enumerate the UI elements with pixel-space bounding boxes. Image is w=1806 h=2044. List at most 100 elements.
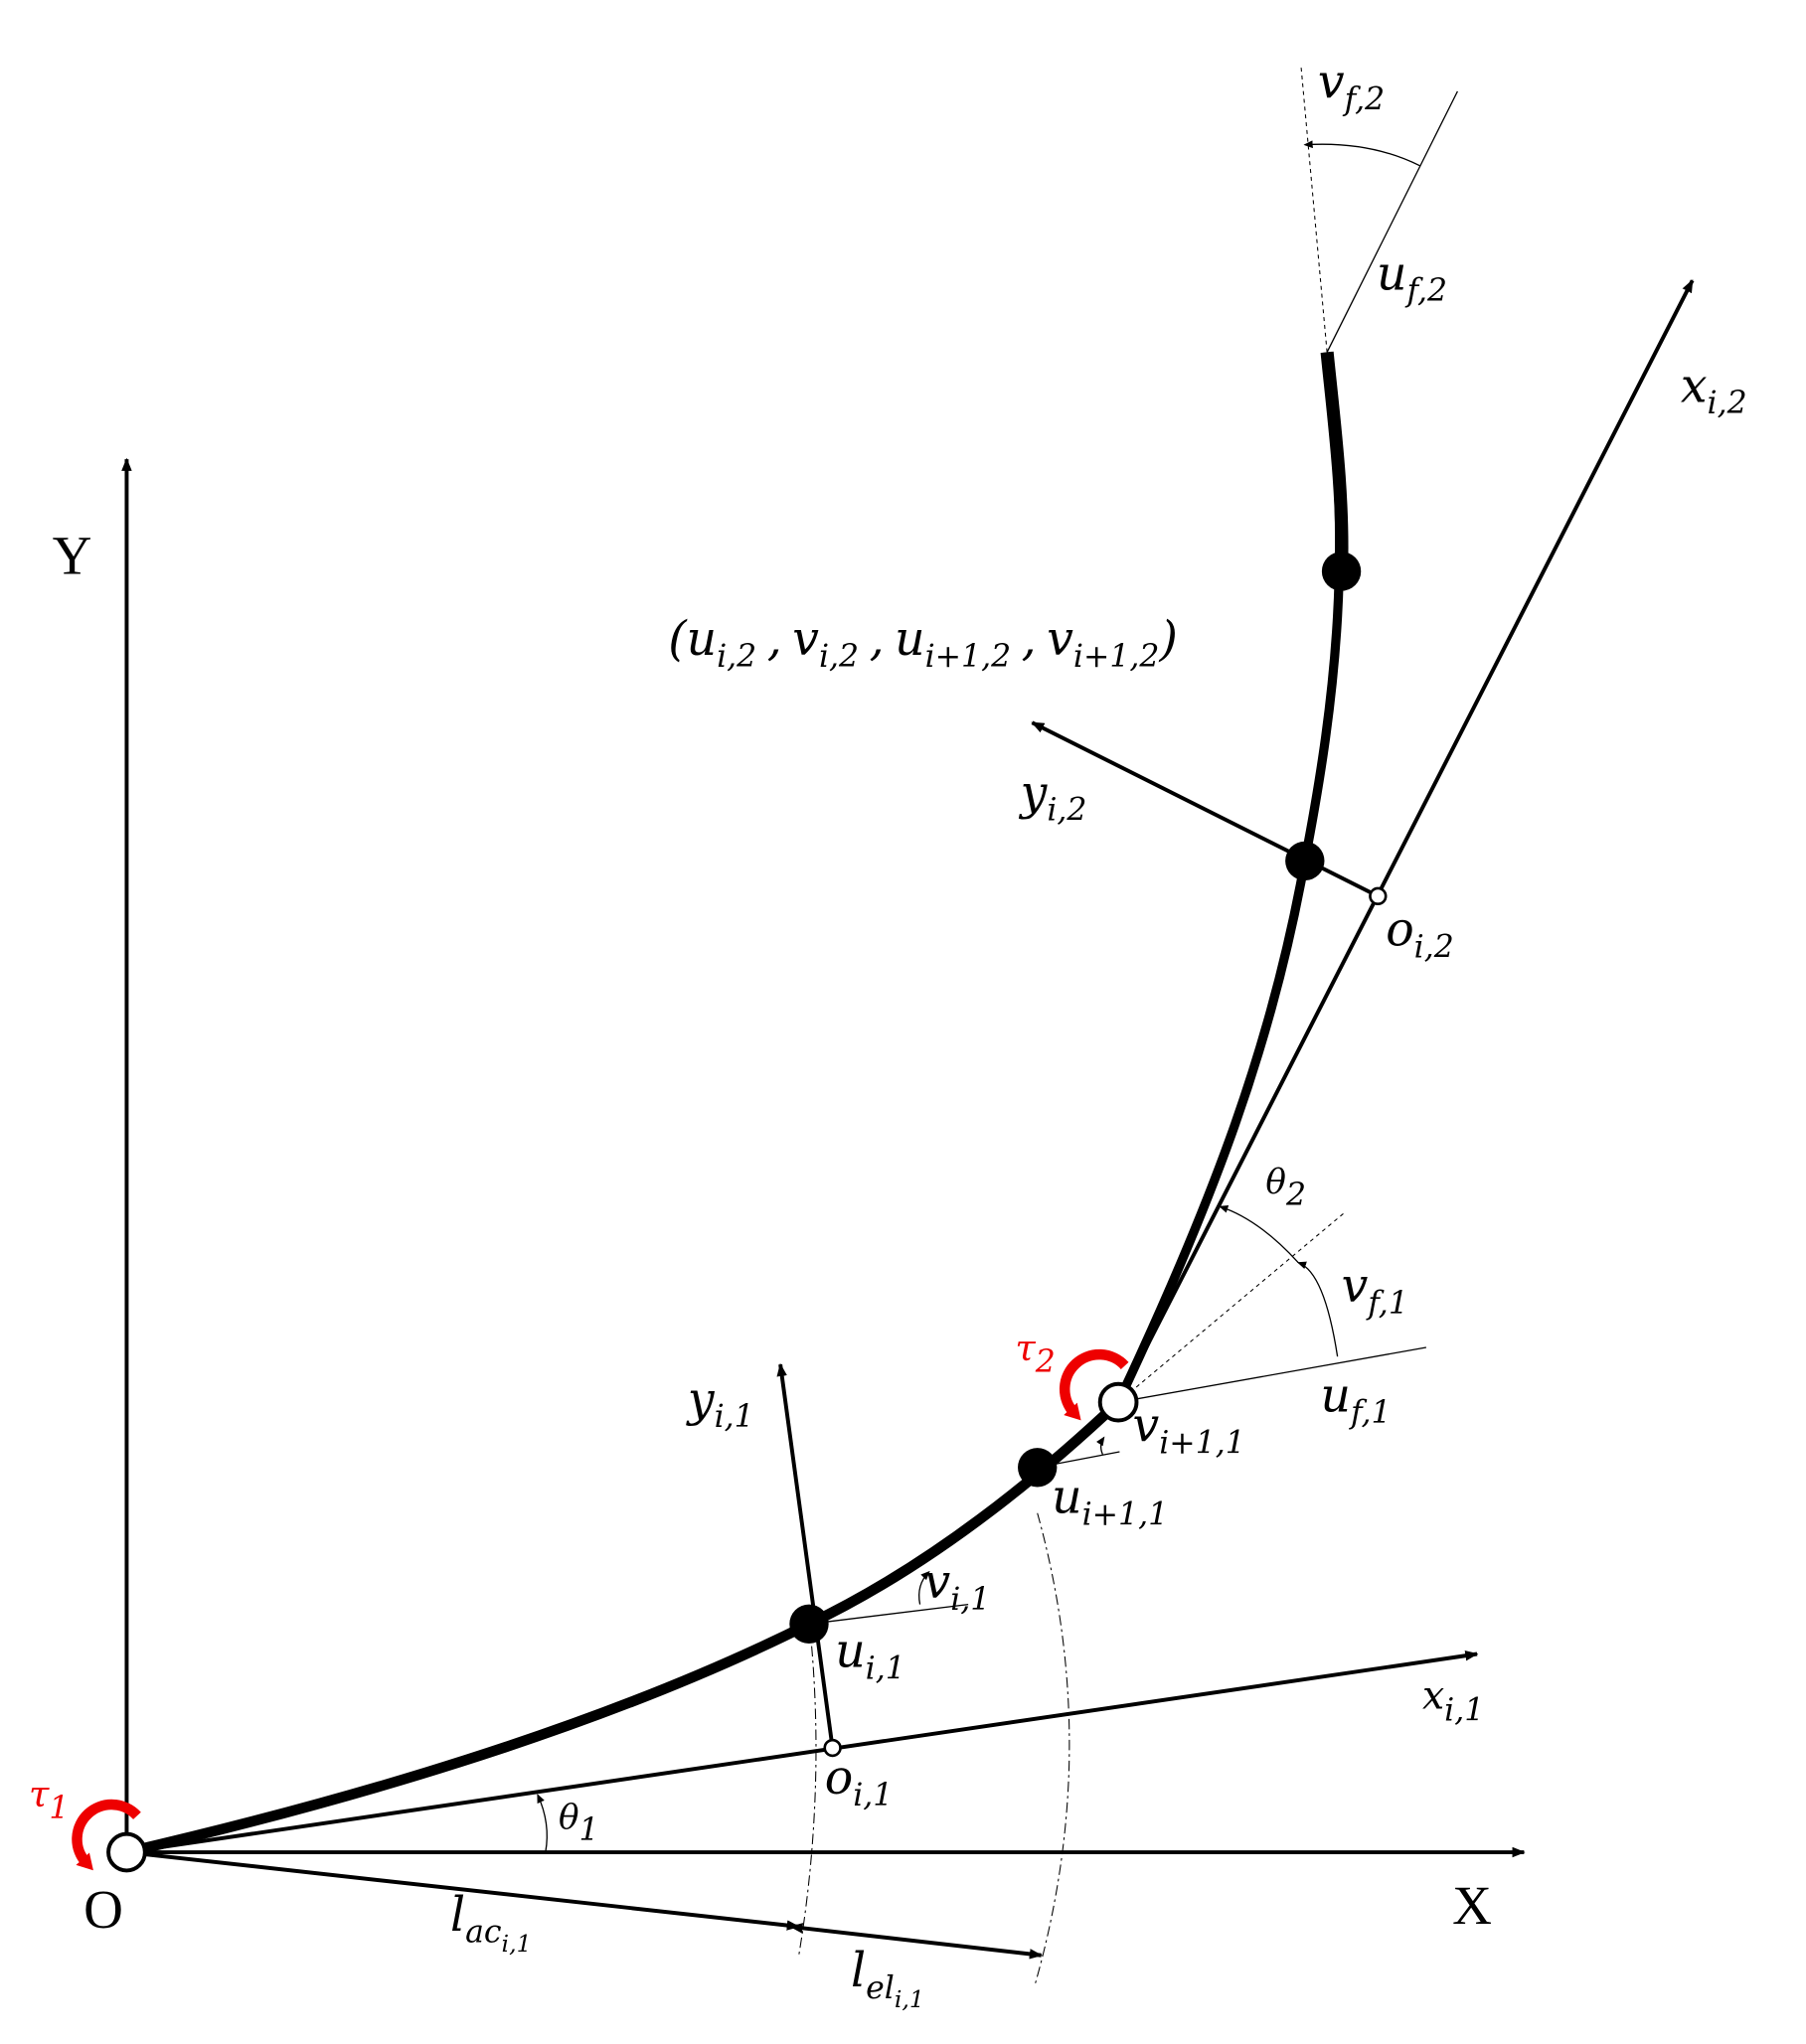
symbol: v	[792, 612, 819, 667]
math-label: ui,1	[835, 1625, 905, 1687]
subscript: i,2	[1708, 386, 1747, 421]
subscript: i,2	[717, 639, 756, 675]
subscript: i,1	[715, 1399, 754, 1435]
math-label: yi,1	[686, 1372, 754, 1435]
arc-guide	[797, 1646, 817, 1958]
node	[1285, 841, 1325, 881]
beam-tip	[1320, 351, 1349, 572]
frame-origin	[823, 1738, 842, 1758]
subscript: i+1,1	[1082, 1497, 1169, 1533]
math-label: τ1	[29, 1773, 69, 1826]
tangent	[808, 1603, 969, 1625]
symbol: τ	[1015, 1327, 1036, 1369]
math-label: θ2	[1265, 1163, 1306, 1213]
symbol: l	[851, 1944, 866, 1998]
symbol: x	[1681, 359, 1708, 413]
math-label: uf,1	[1321, 1368, 1392, 1431]
subscript: f,1	[1349, 1395, 1392, 1431]
symbol: u	[835, 1625, 865, 1679]
angle-arc	[918, 1570, 930, 1605]
angle-arc	[1096, 1436, 1105, 1455]
symbol: θ	[559, 1798, 579, 1837]
symbol: v	[1342, 1259, 1369, 1314]
math-label: yi,2	[1019, 766, 1087, 829]
x-i2-axis	[1116, 279, 1695, 1404]
sub-subscript: i,1	[895, 1985, 924, 2013]
torque-arrow	[1060, 1348, 1129, 1421]
separator: ,	[1022, 612, 1037, 667]
math-label: xi,2	[1681, 359, 1747, 421]
subscript: i+1,1	[1159, 1425, 1245, 1461]
subscript: f,1	[1366, 1286, 1408, 1322]
subscript: f,2	[1404, 273, 1447, 309]
frame-origin	[1369, 886, 1388, 906]
joint	[1097, 1381, 1139, 1423]
joint	[106, 1831, 147, 1873]
sub-subscript: i,1	[502, 1930, 532, 1958]
symbol: u	[895, 612, 924, 667]
symbol: u	[1321, 1368, 1351, 1423]
y-i1-axis	[776, 1362, 835, 1749]
subscript: f,2	[1343, 81, 1386, 117]
math-label: vf,2	[1318, 55, 1385, 117]
math-label: oi,1	[825, 1751, 894, 1813]
subscript: 2	[1035, 1344, 1056, 1380]
subscript: 1	[578, 1812, 598, 1848]
origin-label: O	[83, 1879, 123, 1940]
subscript: el	[866, 1970, 895, 2006]
math-label: xi,1	[1422, 1673, 1484, 1729]
beam-1	[125, 1398, 1122, 1858]
symbol: v	[1133, 1399, 1160, 1454]
angle-arc	[1303, 140, 1420, 167]
axis-label: X	[1452, 1875, 1492, 1936]
symbol: u	[1377, 246, 1406, 301]
tangent	[1326, 90, 1458, 353]
tangent	[1117, 1346, 1427, 1403]
arc-guide	[1034, 1512, 1070, 1986]
subscript: i,2	[1047, 793, 1086, 829]
symbol: o	[1386, 903, 1413, 958]
x-i1-axis	[126, 1651, 1479, 1854]
dof-tuple: (ui,2, vi,2, ui+1,2, vi+1,2)	[668, 612, 1178, 675]
math-label: τ2	[1015, 1327, 1055, 1380]
torque-arrow	[72, 1799, 141, 1871]
symbol: v	[1318, 55, 1345, 109]
labels: τ1 τ2 vf,2 uf,2 xi,2 yi,2 oi,2 θ2 vf,1 u…	[29, 55, 1747, 2013]
node	[789, 1604, 829, 1645]
math-label: leli,1	[851, 1944, 924, 2013]
paren: (	[668, 612, 688, 667]
symbol: o	[825, 1751, 853, 1806]
l-ac-arrow	[126, 1850, 800, 1931]
symbol: v	[1047, 612, 1073, 667]
symbol: τ	[29, 1773, 50, 1815]
subscript: 1	[49, 1791, 69, 1826]
l-el-arrow	[789, 1923, 1043, 1960]
subscript: i+1,2	[925, 639, 1012, 675]
node	[1018, 1448, 1058, 1488]
angle-arc	[537, 1794, 548, 1853]
symbol: v	[924, 1555, 951, 1610]
axis-label: Y	[53, 526, 92, 586]
subscript: i,2	[819, 639, 859, 675]
subscript: i,2	[1414, 930, 1454, 966]
guide	[1117, 1212, 1345, 1403]
symbol: x	[1422, 1673, 1444, 1719]
subscript: i+1,2	[1073, 639, 1160, 675]
angle-arc	[1219, 1205, 1299, 1264]
math-label: uf,2	[1377, 246, 1447, 309]
symbol: l	[450, 1888, 465, 1943]
node	[1321, 551, 1362, 591]
separator: ,	[767, 612, 782, 667]
paren: )	[1158, 612, 1177, 667]
subscript: 2	[1285, 1178, 1306, 1213]
math-label: oi,2	[1386, 903, 1454, 966]
subscript: ac	[465, 1915, 502, 1951]
subscript: i,1	[853, 1778, 893, 1813]
math-label: vf,1	[1342, 1259, 1408, 1322]
math-label: vi+1,1	[1133, 1399, 1245, 1462]
math-label: ui+1,1	[1052, 1471, 1168, 1533]
guide	[1300, 65, 1328, 353]
subscript: i,1	[950, 1582, 990, 1618]
